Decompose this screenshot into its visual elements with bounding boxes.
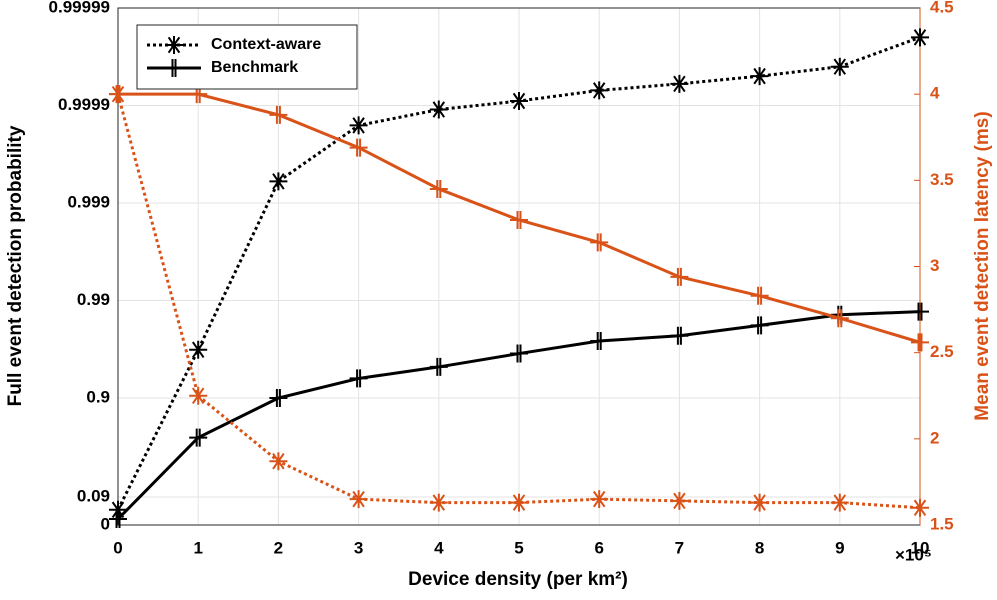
marker (911, 28, 929, 47)
y2-tick-label: 1.5 (930, 514, 954, 533)
plot: 0 1 2 3 4 5 6 7 8 9 10 0 0.09 0.9 0.99 0.999 0.9999 0.999… (49, 0, 954, 557)
marker (750, 67, 769, 86)
marker (590, 490, 609, 509)
marker (830, 57, 849, 76)
legend-marker (165, 36, 183, 54)
marker (109, 500, 127, 519)
y-tick-label: 0.99999 (49, 0, 110, 16)
marker (590, 233, 609, 252)
marker (670, 74, 689, 93)
legend-label: Context-aware (211, 36, 321, 53)
y2-tick-label: 2 (930, 428, 939, 447)
x-tick-label: 3 (354, 538, 363, 557)
x-tick-label: 1 (193, 538, 202, 557)
marker (510, 92, 528, 111)
x-axis-label: Device density (per km²) (408, 569, 628, 590)
marker (670, 267, 689, 286)
marker (510, 344, 528, 363)
marker (510, 493, 528, 512)
y-tick-label: 0.9999 (58, 95, 110, 114)
marker (109, 510, 127, 529)
y-tick-label: 0.999 (67, 192, 110, 211)
marker (429, 357, 448, 376)
legend-label: Benchmark (211, 59, 298, 76)
marker (189, 340, 208, 359)
x-tick-label: 7 (675, 538, 684, 557)
y2-axis-label: Mean event detection latency (ms) (972, 111, 993, 420)
marker (109, 85, 127, 104)
marker (429, 100, 448, 119)
marker (750, 316, 769, 335)
series-line (116, 93, 921, 510)
y-axis-label: Full event detection probability (5, 125, 26, 406)
marker (429, 493, 448, 512)
y-tick-label: 0.99 (77, 290, 110, 309)
marker (670, 326, 689, 345)
marker (429, 179, 448, 198)
marker (911, 498, 929, 517)
y2-tick-label: 4 (930, 84, 940, 103)
y2-tick-label: 4.5 (930, 0, 954, 16)
marker (349, 138, 368, 157)
x-tick-label: 8 (755, 538, 764, 557)
x-tick-label: 2 (274, 538, 283, 557)
marker (189, 428, 208, 447)
marker (269, 389, 288, 407)
marker (750, 493, 769, 512)
marker (269, 105, 288, 124)
marker (911, 333, 929, 352)
x-tick-label: 10 (911, 538, 930, 557)
marker (349, 369, 368, 388)
marker (189, 386, 208, 405)
marker (269, 172, 288, 191)
marker (830, 493, 849, 512)
marker (269, 452, 288, 471)
marker (670, 491, 689, 510)
x-tick-label: 0 (113, 538, 122, 557)
y-tick-label: 0.9 (86, 387, 110, 406)
marker (750, 286, 769, 305)
legend-marker (165, 59, 183, 77)
x-tick-label: 5 (514, 538, 523, 557)
x-tick-label: 4 (434, 538, 444, 557)
y2-tick-label: 3.5 (930, 170, 954, 189)
marker (830, 309, 849, 328)
marker (911, 302, 929, 321)
y-tick-label: 0 (101, 514, 110, 533)
marker (510, 210, 528, 229)
y2-tick-label: 2.5 (930, 342, 954, 361)
x-tick-label: 9 (835, 538, 844, 557)
marker (590, 81, 609, 100)
marker (349, 490, 368, 509)
marker (590, 331, 609, 350)
marker (349, 116, 368, 135)
y2-tick-label: 3 (930, 256, 939, 275)
y-tick-label: 0.09 (77, 486, 110, 505)
x-tick-label: 6 (594, 538, 603, 557)
legend-box (136, 24, 358, 90)
x-multiplier: ×10⁵ (895, 545, 932, 564)
